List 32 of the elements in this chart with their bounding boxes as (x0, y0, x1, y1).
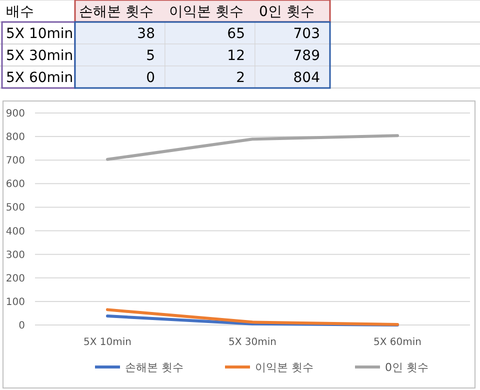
y-tick-label: 5X 10min (6, 26, 74, 42)
legend-label: 이익본 횟수 (255, 360, 314, 374)
data-label: 804 (293, 70, 320, 86)
y-tick-label: 800 (6, 132, 25, 144)
y-tick-label: 0 (18, 320, 25, 332)
data-label: 5 (146, 48, 155, 64)
x-tick-label: 5X 10min (84, 337, 132, 348)
x-tick-label: 5X 60min (374, 337, 422, 348)
y-tick-label: 100 (6, 296, 25, 308)
text: 배수 (6, 4, 34, 20)
y-tick-label: 900 (6, 108, 25, 120)
data-label: 703 (293, 26, 320, 42)
x-tick-label: 이익본 횟수 (169, 4, 244, 20)
x-tick-label: 5X 30min (228, 337, 276, 348)
y-tick-label: 5X 30min (6, 48, 74, 64)
data-label: 789 (293, 48, 320, 64)
y-tick-label: 200 (6, 273, 25, 284)
y-tick-label: 300 (6, 250, 25, 261)
y-tick-label: 400 (6, 226, 25, 238)
y-tick-label: 700 (6, 156, 25, 167)
data-label: 0 (146, 70, 155, 86)
data-label: 12 (227, 48, 245, 64)
data-label: 38 (137, 26, 155, 42)
x-tick-label: 0인 횟수 (259, 4, 314, 20)
data-label: 2 (236, 70, 245, 86)
y-tick-label: 5X 60min (6, 70, 74, 86)
data-label: 65 (227, 26, 245, 42)
y-tick-label: 600 (6, 179, 25, 190)
x-tick-label: 손해본 횟수 (79, 4, 154, 20)
legend-label: 손해본 횟수 (125, 360, 184, 374)
legend-label: 0인 횟수 (385, 360, 428, 374)
y-tick-label: 500 (6, 202, 25, 214)
